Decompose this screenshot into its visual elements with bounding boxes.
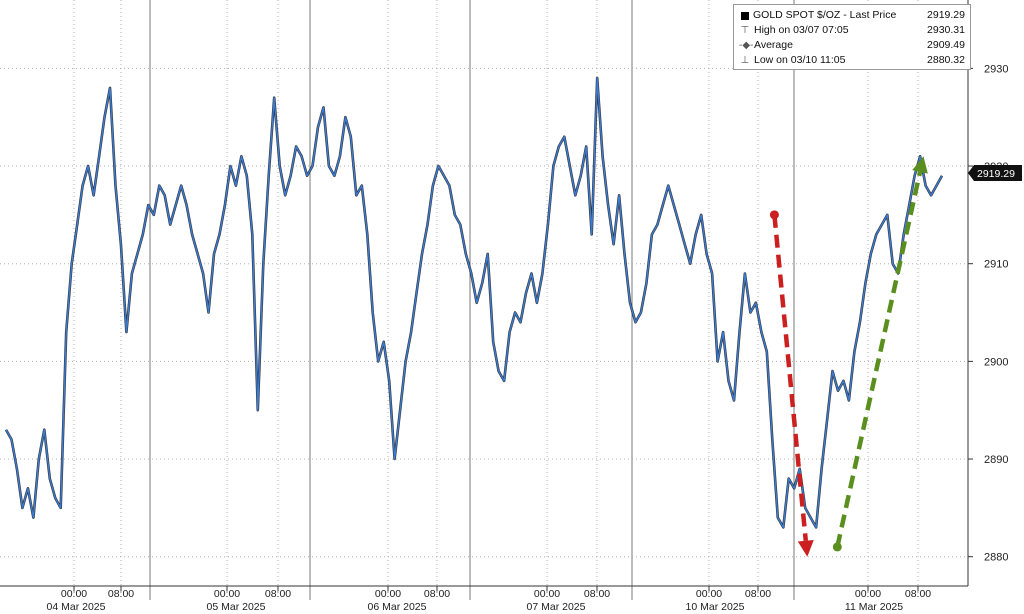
chart-legend: GOLD SPOT $/OZ - Last Price 2919.29 ⊤ Hig… bbox=[733, 4, 971, 70]
y-tick-label: 2880 bbox=[984, 552, 1008, 564]
arrow-head bbox=[912, 156, 928, 174]
x-tick-label: 00:00 bbox=[855, 588, 881, 600]
x-tick-label: 08:00 bbox=[584, 588, 610, 600]
legend-high-label: High on 03/07 07:05 bbox=[754, 24, 849, 36]
legend-row-high: ⊤ High on 03/07 07:05 2930.31 bbox=[739, 23, 965, 38]
trend-arrows bbox=[769, 156, 928, 557]
arrow-start-dot bbox=[832, 542, 842, 552]
legend-average-value: 2909.49 bbox=[927, 39, 965, 51]
legend-row-last-price: GOLD SPOT $/OZ - Last Price 2919.29 bbox=[739, 8, 965, 23]
x-tick-label: 08:00 bbox=[424, 588, 450, 600]
up-trend-arrow bbox=[835, 171, 923, 548]
arrow-start-dot bbox=[769, 210, 779, 220]
y-axis-ticks: 288028902900291029202930 bbox=[968, 63, 1008, 564]
date-label: 04 Mar 2025 bbox=[47, 601, 106, 613]
y-tick-label: 2900 bbox=[984, 356, 1008, 368]
x-tick-label: 08:00 bbox=[745, 588, 771, 600]
x-axis-ticks: 00:00 08:00 00:00 08:00 00:00 08:00 00:00 08:00… bbox=[47, 586, 931, 613]
x-tick-label: 00:00 bbox=[61, 588, 87, 600]
legend-low-label: Low on 03/10 11:05 bbox=[754, 54, 846, 66]
date-label: 07 Mar 2025 bbox=[527, 601, 586, 613]
legend-low-value: 2880.32 bbox=[927, 54, 965, 66]
date-label: 10 Mar 2025 bbox=[686, 601, 745, 613]
legend-row-average: -◆- Average 2909.49 bbox=[739, 38, 965, 53]
arrow-head bbox=[797, 540, 814, 557]
date-label: 11 Mar 2025 bbox=[845, 601, 903, 613]
date-label: 06 Mar 2025 bbox=[368, 601, 427, 613]
last-price-box bbox=[968, 164, 1022, 181]
horizontal-grid bbox=[0, 67, 968, 558]
y-tick-label: 2910 bbox=[984, 259, 1008, 271]
down-trend-arrow bbox=[772, 214, 809, 541]
last-price-value: 2919.29 bbox=[977, 168, 1015, 180]
x-tick-label: 00:00 bbox=[696, 588, 722, 600]
price-line-shadow bbox=[4, 76, 944, 529]
x-tick-label: 00:00 bbox=[375, 588, 401, 600]
x-tick-label: 08:00 bbox=[265, 588, 291, 600]
y-tick-label: 2930 bbox=[984, 63, 1008, 75]
legend-row-low: ⊥ Low on 03/10 11:05 2880.32 bbox=[739, 53, 965, 68]
vertical-grid bbox=[73, 0, 919, 600]
legend-high-value: 2930.31 bbox=[927, 24, 965, 36]
price-line bbox=[5, 77, 943, 529]
date-label: 05 Mar 2025 bbox=[207, 601, 266, 613]
legend-last-value: 2919.29 bbox=[927, 9, 965, 21]
legend-average-label: Average bbox=[754, 39, 793, 51]
square-icon bbox=[741, 11, 749, 20]
y-tick-label: 2890 bbox=[984, 454, 1008, 466]
x-tick-label: 08:00 bbox=[108, 588, 134, 600]
x-tick-label: 00:00 bbox=[534, 588, 560, 600]
x-tick-label: 08:00 bbox=[905, 588, 931, 600]
low-marker-icon: ⊥ bbox=[740, 55, 750, 66]
last-price-tag: 2919.29 bbox=[968, 164, 1022, 181]
high-marker-icon: ⊤ bbox=[740, 25, 750, 36]
price-series bbox=[4, 76, 944, 529]
average-marker-icon: -◆- bbox=[739, 40, 754, 51]
x-tick-label: 00:00 bbox=[214, 588, 240, 600]
legend-title: GOLD SPOT $/OZ - Last Price bbox=[753, 9, 897, 21]
